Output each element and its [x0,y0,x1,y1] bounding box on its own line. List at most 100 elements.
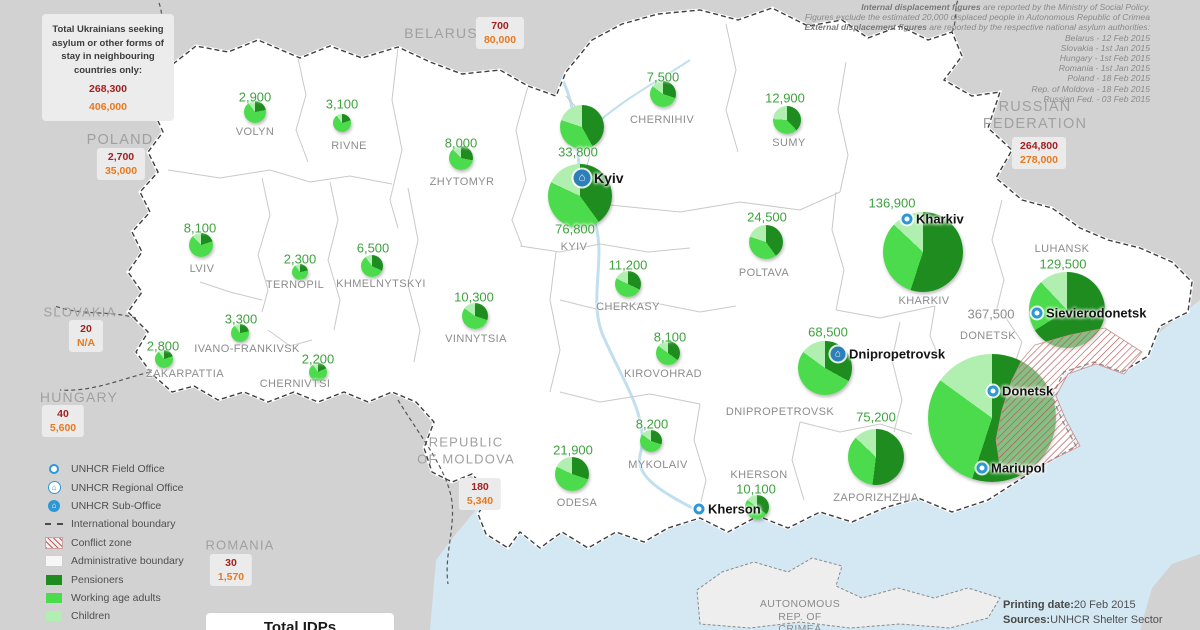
region-pie-kirovohrad [656,341,680,365]
region-name-chernihiv: CHERNIHIV [629,114,695,126]
footer: Printing date:20 Feb 2015 Sources:UNHCR … [1003,598,1163,627]
region-value-kherson: 10,100 [736,481,776,497]
legend-sw-children-icon [44,611,64,622]
legend-label-admin: Administrative boundary [71,555,184,568]
sw-children-glyph [46,611,62,622]
region-pie-zhytomyr [449,146,473,170]
asylum-info-box: Total Ukrainians seeking asylum or other … [42,14,174,121]
region-name-zakarpattia: ZAKARPATTIA [146,368,224,380]
legend-item-sw-pensioners: Pensioners [44,570,184,588]
sources-row: Sources:UNHCR Shelter Sector [1003,613,1163,628]
regional-office-icon-kyiv: ⌂ [573,169,591,187]
region-name-khmelnytskyi: KHMELNYTSKYI [336,278,426,290]
region-value-sumy: 12,900 [765,90,805,106]
region-value-mykolaiv: 8,200 [635,416,669,432]
region-value-dnipropetrovsk: 68,500 [808,324,848,340]
sub-glyph: ⌂ [48,499,60,512]
international-boundary [54,0,1194,585]
country-label-hungary: HUNGARY [39,389,119,405]
legend-item-hatch: Conflict zone [44,534,184,552]
region-value-kyiv-city: 33,800 [558,144,598,160]
field-office-icon-sievierodonetsk [1031,307,1043,319]
region-name-lviv: LVIV [189,263,215,275]
region-pie-chernihiv [650,81,676,107]
crimea-label-line3: CRIMEA [778,623,822,630]
region-pie-mykolaiv [640,430,662,452]
legend-item-sw-children: Children [44,607,184,625]
country-label-romania: ROMANIA [205,537,275,553]
legend-item-sw-working: Working age adults [44,589,184,607]
city-label-kyiv: Kyiv [594,170,624,186]
region-value-zakarpattia: 2,800 [146,338,180,354]
region-pie-rivne [333,114,351,132]
region-value-chernivtsi: 2,200 [301,351,335,367]
region-value-zhytomyr: 8,000 [444,135,478,151]
region-name-odesa: ODESA [556,497,598,509]
note-line-1: Internal displacement figures are report… [861,2,1150,12]
region-value-odesa: 21,900 [553,442,593,458]
crimea-shape [696,557,1001,629]
asylum-external-value: 406,000 [89,101,127,113]
region-name-dnipropetrovsk: DNIPROPETROVSK [725,406,835,418]
region-value-khmelnytskyi: 6,500 [356,240,390,256]
field-office-icon-donetsk [987,385,999,397]
country-asylum-value-russia: 264,800 [1020,140,1058,152]
legend-sub-icon: ⌂ [44,499,64,512]
city-label-kharkiv: Kharkiv [916,211,964,227]
city-label-sievierodonetsk: Sievierodonetsk [1046,305,1147,321]
printing-date-label: Printing date: [1003,599,1074,611]
crimea-label-line1: AUTONOMOUS [759,598,841,610]
region-value-cherkasy: 11,200 [608,257,648,273]
black-sea [430,300,1200,630]
legend-label-hatch: Conflict zone [71,536,132,549]
country-asylum-value-poland: 2,700 [107,151,135,163]
region-pie-zaporizhzhia [848,429,904,485]
region-name-rivne: RIVNE [331,140,367,152]
region-pie-vinnytsia [462,303,488,329]
country-values-box-russia: 264,800 278,000 [1012,137,1066,169]
asylum-info-line-1: Total Ukrainians seeking [52,24,164,35]
region-value-ternopil: 2,300 [283,251,317,267]
crimea-label: AUTONOMOUS REP. OF CRIMEA [760,598,840,630]
country-otherstay-value-slovakia: N/A [76,337,96,349]
region-value-lviv: 8,100 [183,220,217,236]
region-value-chernihiv: 7,500 [646,69,680,85]
sources-value: UNHCR Shelter Sector [1050,613,1163,626]
legend-label-regional: UNHCR Regional Office [71,481,184,494]
country-otherstay-value-romania: 1,570 [217,571,245,583]
country-values-box-moldova: 180 5,340 [458,478,502,510]
city-label-mariupol: Mariupol [991,460,1046,476]
region-value-kyiv: 76,800 [555,221,595,237]
region-name-chernivtsi: CHERNIVTSI [259,378,331,390]
field-office-icon-mariupol [976,462,988,474]
note-line-6: Hungary - 1st Feb 2015 [1059,53,1150,64]
region-pie-cherkasy [615,271,641,297]
region-name-kharkiv: KHARKIV [898,295,950,307]
admin-glyph [45,555,63,568]
region-name-mykolaiv: MYKOLAIV [628,459,688,471]
sources-label: Sources: [1003,613,1051,626]
region-pie-odesa [555,457,589,491]
country-asylum-value-slovakia: 20 [80,323,92,335]
region-name-luhansk: LUHANSK [1034,243,1090,255]
total-idps-label: Total IDPs [263,619,337,630]
legend-sw-pensioners-icon [44,574,64,585]
printing-date-row: Printing date:20 Feb 2015 [1003,598,1163,613]
country-otherstay-value-russia: 278,000 [1020,154,1058,166]
city-label-dnipropetrovsk: Dnipropetrovsk [849,346,946,362]
city-label-donetsk: Donetsk [1002,383,1054,399]
legend-item-admin: Administrative boundary [44,552,184,570]
region-value-ivano-frankivsk: 3,300 [224,311,258,327]
country-label-moldova: REPUBLIC [428,434,504,450]
legend-sw-working-icon [44,592,64,603]
city-label-kherson: Kherson [708,501,761,517]
region-value-vinnytsia: 10,300 [454,289,494,305]
sw-working-glyph [46,592,62,603]
region-name-zaporizhzhia: ZAPORIZHZHIA [833,492,919,504]
region-name-kherson: KHERSON [730,469,788,481]
legend-item-intl: International boundary [44,515,184,533]
country-otherstay-value-belarus: 80,000 [483,34,517,46]
region-name-vinnytsia: VINNYTSIA [445,333,507,345]
